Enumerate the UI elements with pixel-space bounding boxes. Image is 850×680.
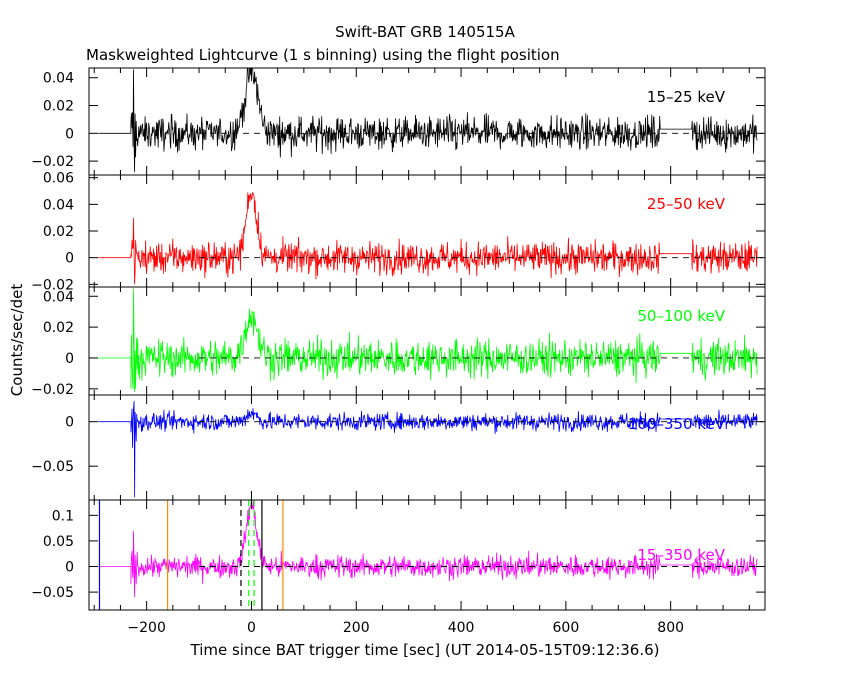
- y-tick-label: 0.1: [52, 508, 74, 524]
- figure-title: Swift-BAT GRB 140515A: [335, 23, 515, 41]
- panel-frame: [88, 394, 766, 501]
- y-tick-label: 0.02: [43, 320, 74, 336]
- panel-3: 0.04 0.02 0 −0.02 50–100 keV: [31, 286, 766, 398]
- energy-band-label: 15–25 keV: [647, 88, 726, 106]
- lightcurve-series: [98, 68, 758, 173]
- figure-subtitle: Maskweighted Lightcurve (1 s binning) us…: [86, 46, 560, 64]
- y-tick-label: −0.05: [31, 585, 74, 601]
- x-tick-label: 200: [343, 620, 370, 636]
- energy-band-label: 100–350 keV: [628, 415, 726, 433]
- energy-band-label: 50–100 keV: [637, 307, 725, 325]
- x-tick-label: 400: [448, 620, 475, 636]
- panel-2: 0.06 0.04 0.02 0 −0.02 25–50 keV: [31, 171, 766, 293]
- y-tick-label: 0.04: [43, 197, 74, 213]
- y-tick-label: 0: [65, 415, 74, 431]
- y-tick-label: 0.04: [43, 71, 74, 87]
- y-tick-label: −0.05: [31, 459, 74, 475]
- y-tick-label: 0.02: [43, 99, 74, 115]
- panel-1: 0.04 0.02 0 −0.02 15–25 keV: [31, 67, 766, 176]
- y-axis-label: Counts/sec/det: [8, 284, 26, 397]
- y-tick-label: −0.02: [31, 277, 74, 293]
- y-tick-label: 0: [65, 126, 74, 142]
- panel-5: 0.1 0.05 0 −0.05 15–350 keV: [31, 499, 766, 611]
- y-tick-label: −0.02: [31, 154, 74, 170]
- energy-band-label: 15–350 keV: [637, 546, 725, 564]
- panel-frame: [88, 67, 766, 176]
- x-axis-label: Time since BAT trigger time [sec] (UT 20…: [190, 641, 660, 659]
- x-tick-label: 0: [247, 620, 256, 636]
- y-tick-label: 0: [65, 251, 74, 267]
- y-tick-label: 0.02: [43, 224, 74, 240]
- y-tick-label: 0: [65, 351, 74, 367]
- lightcurve-series: [98, 288, 758, 392]
- panel-4: 0 −0.05 100–350 keV: [31, 394, 766, 501]
- y-tick-label: −0.02: [31, 382, 74, 398]
- x-tick-label: 800: [657, 620, 684, 636]
- y-tick-label: 0.05: [43, 534, 74, 550]
- x-tick-label: 600: [553, 620, 580, 636]
- energy-band-label: 25–50 keV: [647, 195, 726, 213]
- panels-group: 0.04 0.02 0 −0.02 15–25 keV 0.06 0.04 0.02 0 −0.0…: [31, 67, 766, 611]
- x-tick-labels: −200 0 200 400 600 800: [127, 620, 684, 636]
- y-tick-label: 0: [65, 560, 74, 576]
- lightcurve-series: [98, 192, 758, 285]
- panel-frame: [88, 286, 766, 396]
- panel-frame: [88, 174, 766, 288]
- lightcurve-series: [98, 401, 758, 498]
- x-tick-label: −200: [127, 620, 165, 636]
- panel-frame: [88, 499, 766, 611]
- y-tick-label: 0.06: [43, 171, 74, 187]
- lightcurve-series: [98, 500, 758, 598]
- y-tick-label: 0.04: [43, 289, 74, 305]
